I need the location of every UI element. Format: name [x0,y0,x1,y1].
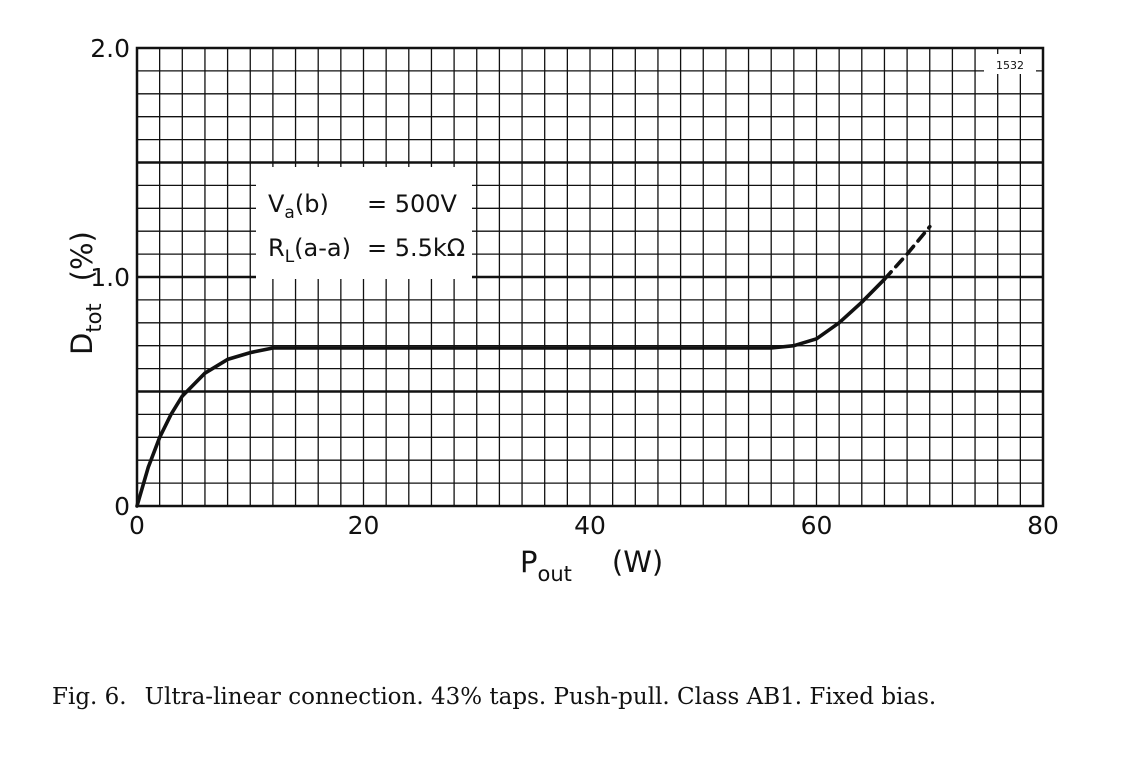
x-axis-label: Pout (W) [520,545,663,586]
x-tick-label: 20 [348,511,380,540]
series-layer [135,224,932,508]
plot-frame [135,46,1045,508]
legend-value-1: = 500V [367,190,458,218]
x-tick-label: 80 [1027,511,1059,540]
distortion-chart: Va(b) = 500V RL(a-a) = 5.5kΩ 1532 0 20 40 6… [65,34,1059,586]
series-line-extrapolated [882,224,932,282]
legend-value-2: = 5.5kΩ [367,234,465,262]
x-tick-label: 40 [574,511,606,540]
legend-line-2: RL(a-a) [268,234,351,267]
y-tick-label: 0 [114,492,130,521]
figure-number: 1532 [996,59,1024,72]
x-tick-label: 60 [801,511,833,540]
figure-number-box: 1532 [984,54,1036,74]
legend-box: Va(b) = 500V RL(a-a) = 5.5kΩ [256,167,472,279]
tick-labels: 0 20 40 60 80 0 1.0 2.0 [90,34,1059,540]
caption-text: Ultra-linear connection. 43% taps. Push-… [144,684,937,710]
figure-caption: Fig. 6. Ultra-linear connection. 43% taps… [52,684,1112,710]
legend-line-1: Va(b) [268,190,329,223]
y-axis-label: Dtot(%) [65,231,106,355]
y-tick-label: 1.0 [90,263,130,292]
caption-figure-number: Fig. 6. [52,684,127,710]
series-line [135,277,887,508]
y-tick-label: 2.0 [90,34,130,63]
x-tick-label: 0 [129,511,145,540]
